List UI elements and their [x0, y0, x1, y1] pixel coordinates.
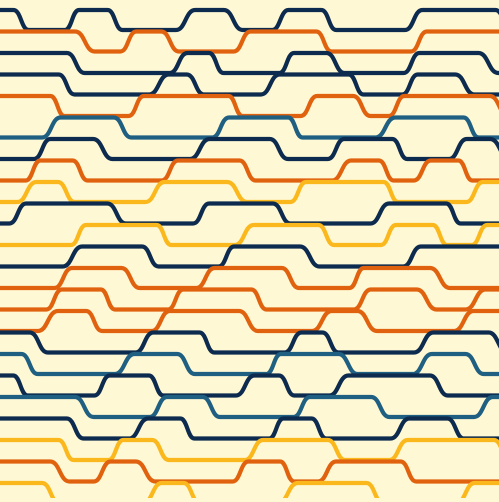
- wave-line-navy: [0, 201, 499, 226]
- wave-line-navy: [0, 330, 499, 355]
- wave-line-navy: [0, 136, 499, 162]
- wave-line-orange: [0, 265, 499, 291]
- wave-line-navy: [0, 416, 499, 441]
- wave-line-yellow: [0, 480, 499, 502]
- wave-line-yellow: [0, 222, 499, 248]
- wave-line-orange: [0, 93, 499, 119]
- wave-line-blue: [0, 115, 499, 140]
- wave-line-blue: [0, 351, 499, 377]
- wave-line-navy: [0, 244, 499, 269]
- wave-line-navy: [0, 373, 499, 398]
- wave-lines: [0, 7, 499, 502]
- wave-line-orange: [0, 459, 499, 484]
- wave-line-orange: [0, 287, 499, 312]
- wave-line-orange: [0, 29, 499, 54]
- wave-line-navy: [0, 50, 499, 76]
- wave-line-navy: [0, 72, 499, 97]
- wave-line-navy: [0, 7, 499, 33]
- wave-line-orange: [0, 308, 499, 334]
- wave-line-orange: [0, 158, 499, 183]
